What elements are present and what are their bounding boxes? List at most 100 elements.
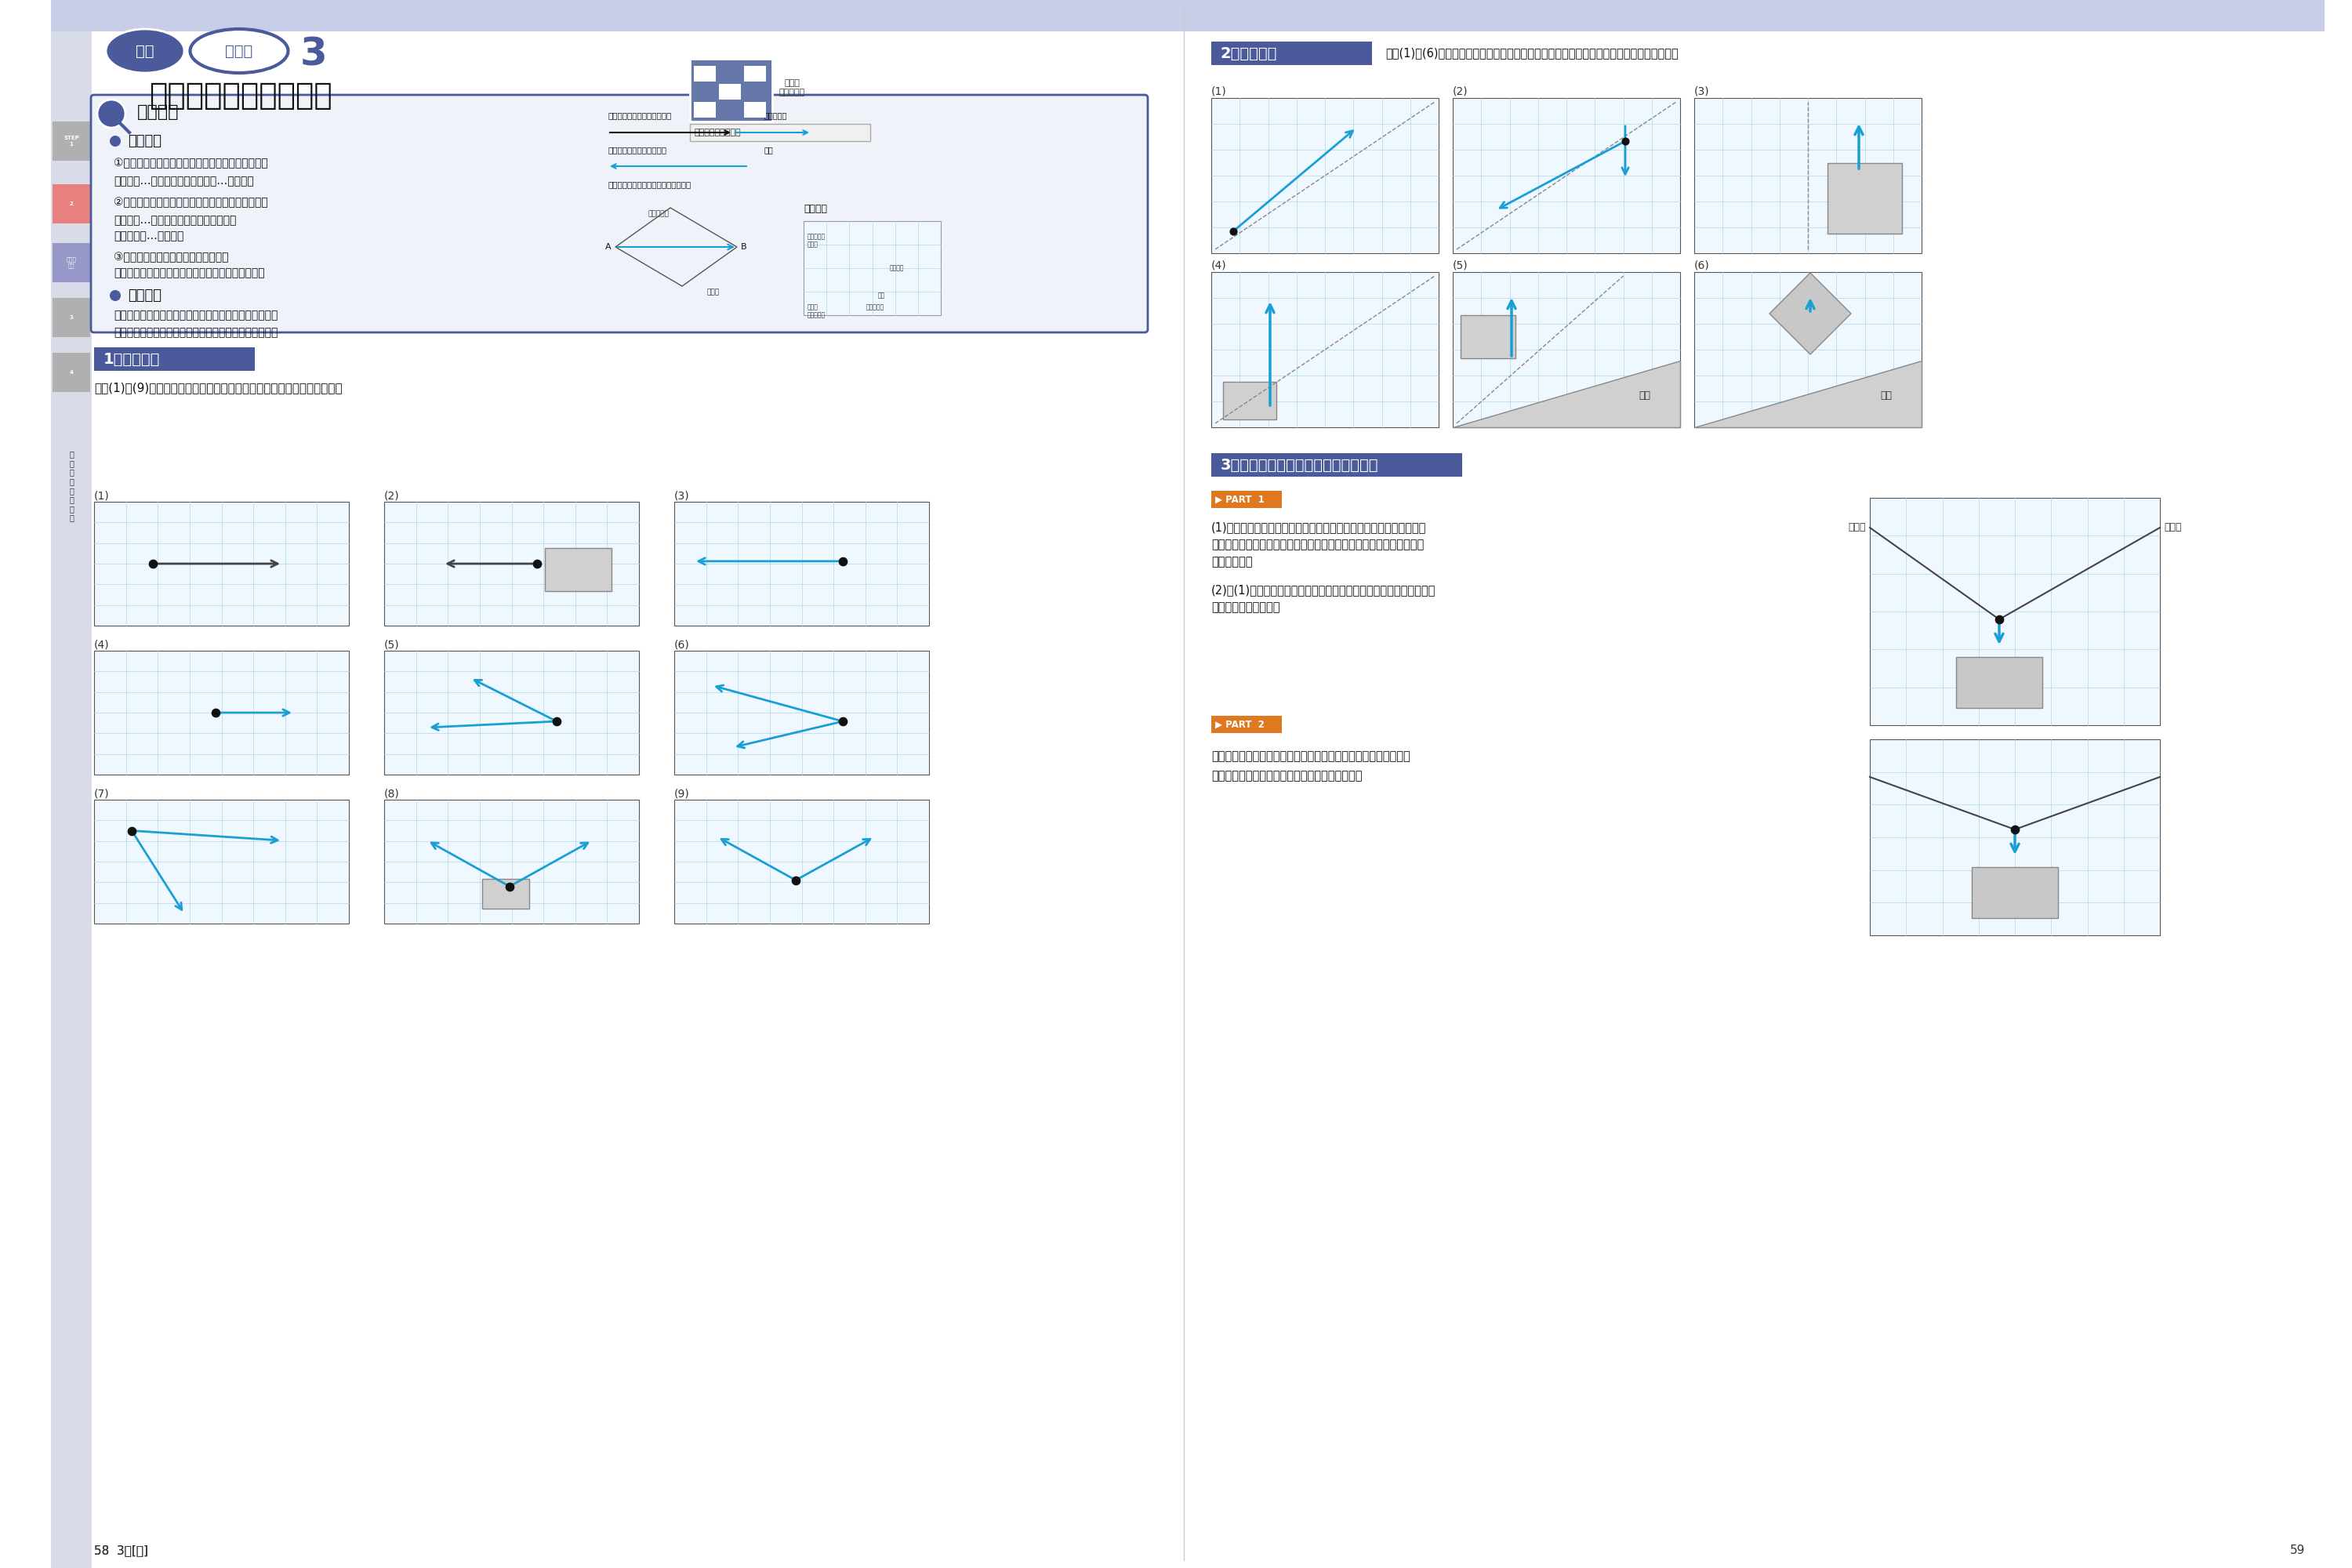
Text: (3): (3) (675, 489, 689, 502)
Bar (694, 83, 715, 100)
Text: ③　２力が一直線上にない場合の合力: ③ ２力が一直線上にない場合の合力 (113, 251, 228, 262)
Bar (383, 502, 640, 626)
Text: とする。: とする。 (1211, 557, 1251, 568)
Ellipse shape (106, 28, 183, 72)
Text: ぞれ図にかこう。: ぞれ図にかこう。 (1211, 602, 1279, 613)
Text: ポイント: ポイント (136, 103, 179, 121)
Text: (1): (1) (1211, 86, 1228, 97)
Bar (1693, 273, 1922, 426)
Text: 合力: 合力 (764, 146, 774, 154)
Polygon shape (1693, 361, 1922, 426)
Text: (4): (4) (1211, 260, 1228, 271)
Bar (743, 83, 767, 100)
Bar (52, 243, 89, 282)
Text: 59: 59 (2291, 1544, 2305, 1557)
Bar (689, 124, 870, 141)
Point (1606, 129, 1644, 154)
Text: ▶ PART  1: ▶ PART 1 (1216, 494, 1265, 505)
Bar (1870, 740, 2159, 935)
Circle shape (111, 136, 120, 147)
Text: Ｂさん: Ｂさん (2164, 522, 2183, 533)
Text: ているとき，２人の合力を矢印で図にかこう。図中の・を作用点: ているとき，２人の合力を矢印で図にかこう。図中の・を作用点 (1211, 539, 1423, 550)
Polygon shape (1769, 273, 1851, 354)
Text: (1): (1) (94, 489, 111, 502)
Text: 求める
分力の方向: 求める 分力の方向 (807, 304, 826, 318)
Point (823, 709, 861, 734)
Bar (1454, 97, 1679, 252)
Point (776, 867, 814, 892)
Text: (2)　(1)の合力をＡさんとＢさんの方向に分解したときの分力をそれ: (2) (1)の合力をＡさんとＢさんの方向に分解したときの分力をそれ (1211, 585, 1435, 596)
Bar (675, 502, 929, 626)
Bar (94, 651, 348, 775)
Bar (94, 502, 348, 626)
Text: (2): (2) (1454, 86, 1468, 97)
Bar (675, 800, 929, 924)
Bar (720, 83, 741, 100)
Text: STEP
1: STEP 1 (64, 136, 80, 146)
Text: (7): (7) (94, 787, 111, 800)
Bar (383, 651, 640, 775)
Text: (9): (9) (675, 787, 689, 800)
Bar (694, 102, 715, 118)
Bar (1454, 273, 1679, 426)
Text: 3: 3 (301, 36, 327, 74)
Bar (52, 0, 2324, 31)
Bar (52, 31, 92, 1568)
Text: 4: 4 (71, 370, 73, 375)
Text: 向き…２力と同じ　　大きさ…２力の和: 向き…２力と同じ 大きさ…２力の和 (113, 176, 254, 187)
Text: 2　力の分解: 2 力の分解 (1221, 45, 1277, 61)
Text: ２力を２辺とする平行四辺形の対角線となる。: ２力を２辺とする平行四辺形の対角線となる。 (113, 267, 266, 279)
Text: Ａさん: Ａさん (1849, 522, 1865, 533)
Text: 重点: 重点 (136, 44, 155, 58)
Text: (6): (6) (675, 640, 689, 649)
Text: (8): (8) (383, 787, 400, 800)
Point (134, 552, 172, 577)
Text: ②　２力が一直線上にあり，向きが逆の場合の合力: ② ２力が一直線上にあり，向きが逆の場合の合力 (113, 196, 268, 207)
Text: とする平行四辺形をつくると，その２辺が分力となる。: とする平行四辺形をつくると，その２辺が分力となる。 (113, 328, 278, 339)
Bar (1870, 499, 2159, 724)
Text: ①　２力が一直線上にあり，向きが同じ場合の合力: ① ２力が一直線上にあり，向きが同じ場合の合力 (113, 158, 268, 168)
Bar (482, 880, 529, 909)
Text: それぞれ図にかこう。図中の・を作用点とする。: それぞれ図にかこう。図中の・を作用点とする。 (1211, 770, 1362, 782)
Ellipse shape (191, 28, 287, 72)
Text: 力の分解: 力の分解 (804, 204, 828, 215)
Point (1997, 817, 2034, 842)
Point (823, 549, 861, 574)
Polygon shape (1454, 361, 1679, 426)
Bar (1211, 491, 1282, 508)
Text: もっと
なっとく！: もっと なっとく！ (779, 80, 804, 96)
Text: 力の合成・分解の作図: 力の合成・分解の作図 (148, 80, 332, 110)
Text: 次の(1)〜(9)の図に示された２力の合力を，それぞれ矢印で図にかこう。: 次の(1)〜(9)の図に示された２力の合力を，それぞれ矢印で図にかこう。 (94, 383, 343, 394)
Text: 分力: 分力 (877, 292, 884, 299)
Bar (743, 66, 767, 82)
Text: ２力が一直線上，向きが逆: ２力が一直線上，向きが逆 (607, 146, 666, 154)
Text: 3　力のつり合いがかかわる力の分解: 3 力のつり合いがかかわる力の分解 (1221, 458, 1378, 472)
Bar (720, 66, 741, 82)
Bar (1211, 453, 1463, 477)
Point (1214, 218, 1251, 243)
Bar (694, 66, 715, 82)
Text: 大きさ…２力の差: 大きさ…２力の差 (113, 230, 183, 241)
Text: 求める分力
の方向: 求める分力 の方向 (807, 234, 826, 248)
Bar (1957, 657, 2042, 709)
Text: 斜面: 斜面 (1882, 390, 1891, 401)
Bar (52, 353, 89, 392)
Text: ▶ PART  2: ▶ PART 2 (1216, 720, 1265, 729)
Bar (52, 298, 89, 337)
Bar (52, 183, 89, 223)
Bar (743, 102, 767, 118)
Bar (1211, 97, 1439, 252)
Text: (5): (5) (1454, 260, 1468, 271)
Text: (3): (3) (1693, 86, 1710, 97)
Circle shape (111, 290, 120, 301)
Text: (6): (6) (1693, 260, 1710, 271)
Text: 力の合成: 力の合成 (127, 135, 162, 149)
Text: (2): (2) (383, 489, 400, 502)
Point (1980, 607, 2018, 632)
Bar (94, 800, 348, 924)
Circle shape (96, 100, 125, 129)
Point (198, 699, 235, 724)
Bar (1971, 867, 2058, 917)
Text: 向き…２力のうち大きいほうと同じ: 向き…２力のうち大きいほうと同じ (113, 215, 235, 226)
Bar (546, 547, 612, 591)
